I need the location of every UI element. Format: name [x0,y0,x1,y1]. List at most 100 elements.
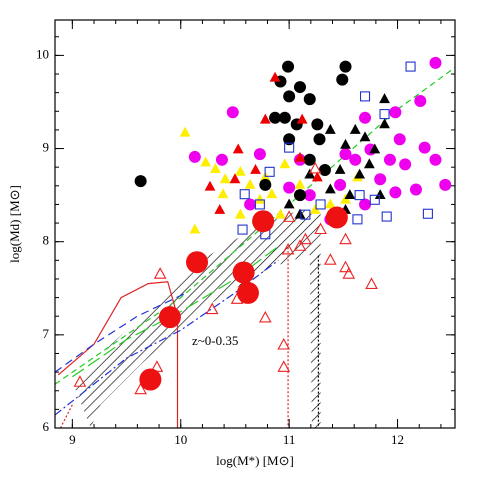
y-axis-label: log(Md) [M⊙] [7,185,22,263]
point [324,253,337,265]
point [293,81,306,94]
point [234,208,246,219]
y-tick-label: 9 [43,140,50,155]
point [254,199,265,210]
point [299,232,312,245]
point [324,123,336,134]
point [258,310,272,323]
point [409,183,422,196]
point [200,156,212,167]
point [325,206,348,229]
point [339,60,352,73]
point [303,189,316,202]
point [284,142,295,153]
point [381,211,392,222]
point [189,223,201,234]
point [264,166,275,177]
point [282,210,296,222]
point [293,239,307,251]
point [188,150,201,163]
point [389,106,402,119]
point [336,73,349,86]
x-tick-label: 11 [283,432,296,447]
point [266,188,278,199]
point [250,163,261,174]
point [324,183,336,194]
point [204,180,216,191]
point [226,106,239,119]
point [210,163,221,173]
point [281,242,295,255]
point [340,138,351,149]
point [422,208,433,219]
point [259,113,271,124]
point [365,277,378,289]
point [359,198,372,211]
point [334,178,347,191]
point [318,163,331,176]
point [374,173,387,186]
point [275,208,286,219]
x-tick-label: 12 [391,432,404,447]
point [393,133,406,146]
y-tick-label: 8 [43,233,50,248]
point [179,126,191,137]
point [217,188,229,199]
point [313,133,326,146]
y-tick-label: 7 [43,326,50,341]
point [315,199,326,210]
point [278,111,291,124]
point [214,204,226,214]
point [232,143,244,154]
point [349,153,362,166]
point [244,198,257,211]
point [254,193,266,204]
point [239,189,250,200]
point [259,178,272,191]
point [379,118,390,129]
point [283,90,296,103]
point [418,141,431,154]
point [158,306,181,329]
model-line [59,404,73,428]
point [354,168,366,179]
annotation: z~0-0.35 [192,333,238,348]
point [294,208,306,219]
point [354,190,365,201]
hatched-region [75,210,321,428]
point [269,111,282,124]
point [399,158,412,171]
plot-area [55,56,455,428]
point [139,368,162,391]
point [294,178,306,189]
point [414,95,427,108]
point [439,178,452,191]
point [279,158,291,169]
point [374,189,386,200]
point [282,60,295,73]
x-tick-label: 10 [174,432,187,447]
point [369,143,381,154]
y-tick-label: 6 [43,419,50,434]
point [389,186,402,199]
point [429,56,442,69]
point [308,161,322,174]
point [363,158,375,169]
point [232,261,255,284]
point [229,173,241,184]
point [349,123,361,134]
point [269,71,281,82]
model-line [72,245,279,378]
point [344,189,356,200]
point [324,198,336,209]
frame [54,19,456,429]
point [383,153,396,166]
point [293,189,306,202]
point [283,133,296,146]
point [429,153,442,166]
point [153,267,167,279]
point [311,171,323,182]
point [234,165,246,176]
x-axis-label: log(M*) [M⊙] [216,453,294,468]
